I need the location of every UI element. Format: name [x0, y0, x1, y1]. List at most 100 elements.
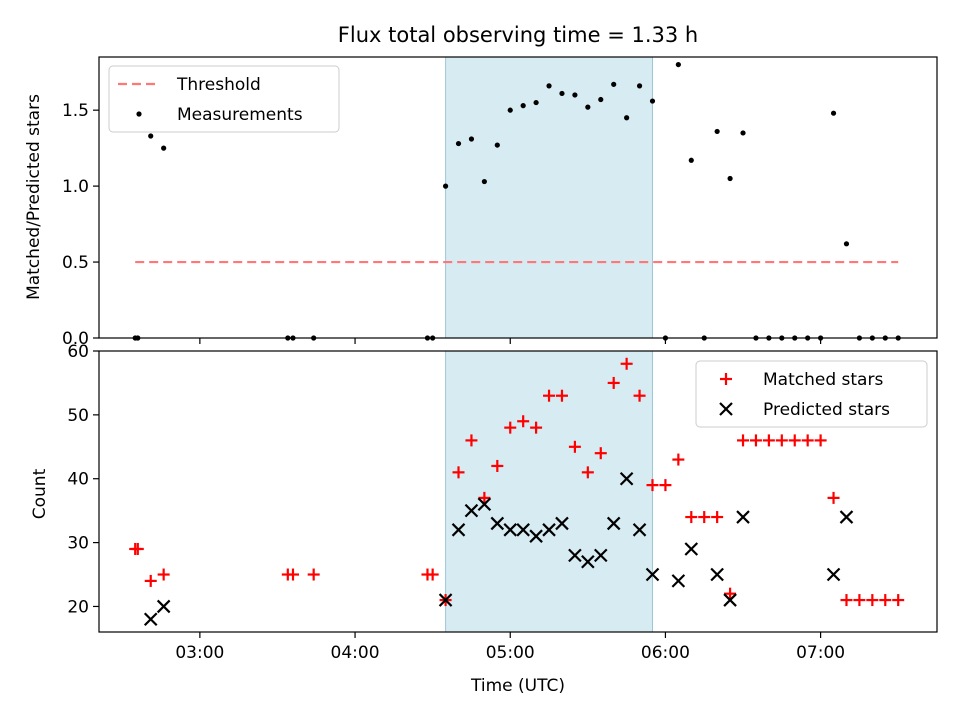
top-y-axis: 0.0 0.5 1.0 1.5: [62, 101, 99, 349]
legend-measurements-swatch: [136, 111, 142, 117]
chart-title: Flux total observing time = 1.33 h: [338, 23, 698, 47]
y-tick-label: 0.0: [62, 329, 89, 349]
matched-star-point: [762, 434, 775, 447]
measurement-point: [572, 92, 578, 98]
matched-star-point: [286, 568, 299, 581]
matched-star-point: [724, 587, 737, 600]
predicted-star-point: [606, 516, 621, 531]
measurement-point: [442, 183, 449, 189]
matched-star-point: [879, 594, 892, 607]
predicted-star-point: [645, 567, 660, 582]
measurement-point: [533, 99, 539, 106]
predicted-star-point: [516, 523, 530, 537]
matched-star-point: [840, 594, 853, 607]
y-tick-label: 50: [67, 406, 89, 426]
predicted-star-point: [490, 516, 505, 531]
matched-star-point: [814, 434, 827, 447]
matched-star-point: [131, 542, 144, 555]
y-tick-label: 1.0: [62, 177, 89, 197]
x-tick-label: 04:00: [331, 643, 380, 663]
measurement-point: [611, 81, 617, 87]
legend-matched-label: Matched stars: [763, 370, 883, 390]
measurement-point: [468, 136, 475, 142]
measurement-point: [636, 83, 643, 89]
x-tick-label: 06:00: [641, 643, 690, 663]
measurement-point: [624, 115, 630, 121]
matched-star-point: [633, 389, 646, 402]
top-legend-box: [108, 65, 340, 133]
predicted-star-point: [826, 567, 841, 582]
predicted-star-point: [581, 554, 595, 569]
bottom-y-axis-label: Count: [30, 468, 50, 519]
matched-star-point: [307, 568, 320, 581]
matched-star-point: [144, 574, 157, 587]
measurement-point: [598, 96, 604, 103]
top-panel: 0.0 0.5 1.0 1.5 Matched/Predicted stars Thr…: [24, 56, 938, 349]
matched-star-point: [620, 357, 633, 370]
highlight-band: [445, 57, 653, 338]
measurement-point: [649, 98, 656, 104]
measurement-point: [507, 107, 513, 113]
x-axis: 03:00 04:00 05:00 06:00 07:00: [175, 632, 845, 663]
measurement-point: [688, 157, 694, 163]
bottom-legend-box: [695, 360, 928, 428]
matched-star-point: [517, 415, 530, 428]
matched-star-point: [659, 479, 672, 492]
measurement-point: [161, 145, 167, 151]
matched-star-point: [775, 434, 788, 447]
matched-star-point: [827, 491, 840, 504]
measurement-point: [714, 128, 720, 135]
predicted-star-point: [438, 593, 453, 607]
predicted-star-point: [671, 574, 686, 588]
x-axis-label: Time (UTC): [470, 676, 565, 696]
bottom-panel: 20 30 40 50 60 03:00 04:00 05:00 06:00 07:00 Cou…: [30, 342, 938, 696]
measurement-point: [481, 178, 487, 185]
matched-star-point: [788, 434, 801, 447]
matched-star-point: [504, 421, 517, 434]
bottom-y-axis: 20 30 40 50 60: [67, 342, 99, 617]
predicted-star-point: [555, 516, 569, 531]
predicted-star-point: [723, 593, 737, 607]
predicted-star-point: [503, 523, 518, 537]
matched-star-point: [685, 511, 698, 524]
x-tick-label: 05:00: [486, 643, 535, 663]
matched-star-point: [478, 491, 491, 504]
predicted-star-point: [143, 612, 158, 627]
matched-star-point: [646, 479, 659, 492]
predicted-star-point: [529, 529, 543, 543]
predicted-star-point: [736, 510, 750, 524]
y-tick-label: 20: [67, 597, 89, 617]
matched-star-point: [555, 389, 568, 402]
matched-star-point: [892, 594, 905, 607]
matched-star-point: [801, 434, 814, 447]
measurement-point: [740, 130, 746, 136]
predicted-stars-points: [143, 471, 854, 627]
measurement-point: [494, 142, 500, 148]
predicted-star-point: [619, 471, 634, 486]
measurement-point: [455, 140, 462, 147]
matched-star-point: [672, 453, 685, 466]
matched-star-point: [711, 511, 724, 524]
matched-star-point: [749, 434, 762, 447]
measurement-point: [727, 175, 733, 182]
matched-stars-points: [129, 357, 905, 607]
measurement-points: [132, 61, 901, 341]
bottom-panel-frame: [98, 350, 938, 633]
matched-star-point: [530, 421, 543, 434]
predicted-star-point: [568, 548, 582, 563]
measurement-point: [520, 103, 526, 109]
measurement-point: [148, 133, 154, 139]
matched-star-point: [737, 434, 750, 447]
predicted-star-point: [477, 497, 492, 512]
top-x-tickmarks: [199, 338, 822, 344]
matched-star-point: [157, 568, 170, 581]
top-legend: Threshold Measurements: [108, 65, 340, 133]
legend-threshold-label: Threshold: [176, 75, 261, 95]
measurement-point: [675, 61, 681, 68]
measurement-point: [585, 104, 591, 110]
predicted-star-point: [451, 523, 466, 537]
predicted-star-point: [710, 567, 724, 582]
legend-predicted-label: Predicted stars: [763, 400, 890, 420]
matched-star-point: [452, 466, 465, 479]
